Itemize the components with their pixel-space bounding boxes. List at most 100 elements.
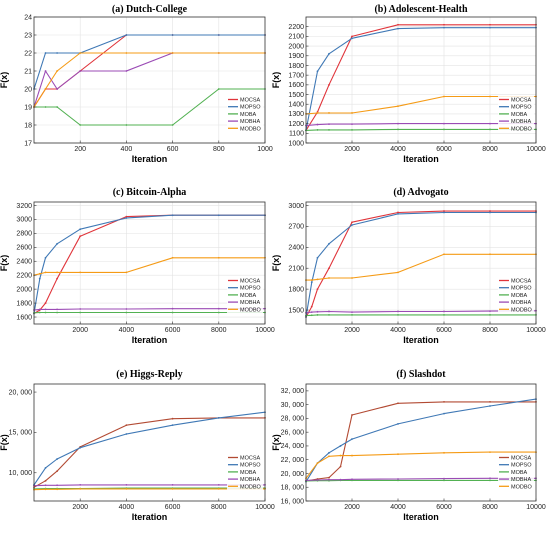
data-point — [328, 53, 330, 55]
y-tick-label: 22, 000 — [281, 457, 304, 464]
y-tick-label: 32, 000 — [281, 388, 304, 395]
x-tick-label: 10000 — [526, 327, 546, 334]
data-point — [443, 212, 445, 214]
chart-title: (c) Bitcoin-Alpha — [113, 187, 187, 198]
data-point — [311, 311, 313, 313]
data-point — [56, 484, 58, 486]
x-tick-label: 8000 — [211, 327, 227, 334]
legend-label: MOPSO — [240, 463, 261, 469]
data-point — [317, 314, 319, 316]
data-point — [126, 433, 128, 435]
data-point — [56, 243, 58, 245]
x-tick-label: 6000 — [436, 327, 452, 334]
legend-label: MOCSA — [240, 98, 261, 104]
data-point — [39, 273, 41, 275]
y-tick-label: 2000 — [288, 43, 304, 50]
data-point — [351, 438, 353, 440]
data-point — [45, 257, 47, 259]
legend-label: MOBA — [240, 470, 257, 476]
legend-label: MOPSO — [240, 105, 261, 111]
data-point — [311, 281, 313, 283]
x-tick-label: 8000 — [482, 146, 498, 153]
legend-label: MOCSA — [511, 98, 532, 104]
data-point — [79, 70, 81, 72]
data-point — [328, 129, 330, 131]
data-point — [39, 308, 41, 310]
y-tick-label: 19 — [24, 104, 32, 111]
x-axis-label: Iteration — [403, 512, 439, 522]
data-point — [489, 451, 491, 453]
y-tick-label: 10, 000 — [9, 470, 32, 477]
x-tick-label: 2000 — [344, 146, 360, 153]
x-tick-label: 6000 — [436, 504, 452, 511]
data-point — [45, 312, 47, 314]
data-point — [126, 312, 128, 314]
data-point — [56, 312, 58, 314]
data-point — [328, 243, 330, 245]
data-point — [45, 272, 47, 274]
data-point — [328, 452, 330, 454]
data-point — [443, 314, 445, 316]
data-point — [443, 96, 445, 98]
y-tick-label: 20, 000 — [281, 471, 304, 478]
x-tick-label: 6000 — [165, 504, 181, 511]
data-point — [340, 466, 342, 468]
data-point — [126, 70, 128, 72]
x-tick-label: 4000 — [390, 327, 406, 334]
y-tick-label: 18, 000 — [281, 485, 304, 492]
y-axis-label: F(x) — [271, 255, 281, 272]
legend-label: MOCSA — [511, 279, 532, 285]
series-line-modbo — [34, 258, 265, 275]
data-point — [317, 288, 319, 290]
legend-label: MOBHA — [240, 300, 261, 306]
y-tick-label: 1700 — [288, 72, 304, 79]
y-tick-label: 3000 — [16, 217, 32, 224]
data-point — [397, 311, 399, 313]
data-point — [443, 253, 445, 255]
data-point — [79, 124, 81, 126]
data-point — [79, 308, 81, 310]
data-point — [317, 124, 319, 126]
data-point — [39, 278, 41, 280]
data-point — [172, 484, 174, 486]
data-point — [45, 106, 47, 108]
data-point — [351, 455, 353, 457]
x-tick-label: 10000 — [255, 504, 275, 511]
data-point — [79, 447, 81, 449]
data-point — [443, 452, 445, 454]
data-point — [351, 311, 353, 313]
data-point — [443, 401, 445, 403]
y-tick-label: 20, 000 — [9, 389, 32, 396]
data-point — [172, 214, 174, 216]
x-axis-label: Iteration — [403, 335, 439, 345]
data-point — [56, 106, 58, 108]
data-point — [397, 105, 399, 107]
legend-label: MOBA — [240, 293, 257, 299]
data-point — [126, 217, 128, 219]
data-point — [172, 34, 174, 36]
x-tick-label: 6000 — [165, 327, 181, 334]
data-point — [397, 24, 399, 26]
data-point — [126, 424, 128, 426]
data-point — [351, 224, 353, 226]
data-point — [172, 124, 174, 126]
legend-label: MOBHA — [511, 300, 532, 306]
legend-label: MOCSA — [240, 456, 261, 462]
data-point — [126, 308, 128, 310]
data-point — [218, 52, 220, 54]
y-tick-label: 20 — [24, 86, 32, 93]
data-point — [79, 272, 81, 274]
data-point — [79, 312, 81, 314]
x-tick-label: 8000 — [211, 504, 227, 511]
data-point — [39, 312, 41, 314]
data-point — [443, 311, 445, 313]
x-tick-label: 6000 — [436, 146, 452, 153]
y-tick-label: 1400 — [288, 102, 304, 109]
data-point — [45, 52, 47, 54]
data-point — [443, 129, 445, 131]
y-tick-label: 15, 000 — [9, 430, 32, 437]
data-point — [45, 488, 47, 490]
data-point — [79, 488, 81, 490]
